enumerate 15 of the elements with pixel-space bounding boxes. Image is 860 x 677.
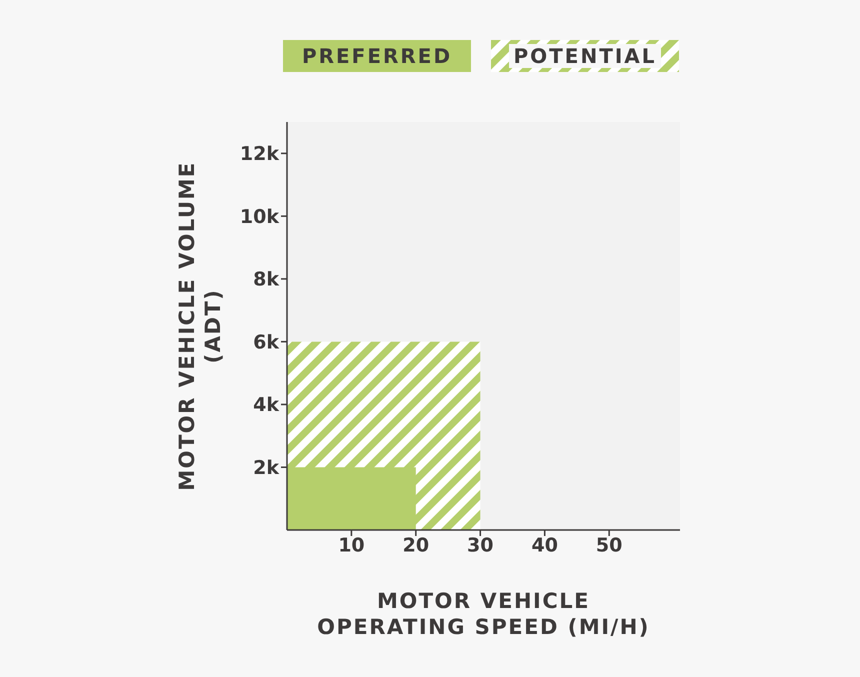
y-tick-label: 4k (253, 394, 280, 416)
y-tick-label: 2k (253, 456, 280, 479)
y-axis-title: MOTOR VEHICLE VOLUME (ADT) (174, 160, 226, 493)
x-tick-label: 40 (531, 534, 558, 556)
x-axis-title: MOTOR VEHICLE OPERATING SPEED (MI/H) (316, 588, 651, 640)
x-tick-label: 50 (596, 534, 622, 556)
y-tick-label: 8k (253, 268, 280, 291)
text: PREFERRED (300, 44, 454, 68)
y-tick-label: 10k (240, 206, 280, 228)
text: POTENTIAL (509, 44, 660, 68)
x-tick-label: 20 (402, 534, 430, 556)
y-tick-label: 12k (240, 143, 280, 166)
x-tick-label: 30 (467, 534, 494, 556)
y-tick-label: 6k (253, 331, 280, 354)
x-tick-label: 10 (338, 534, 365, 556)
